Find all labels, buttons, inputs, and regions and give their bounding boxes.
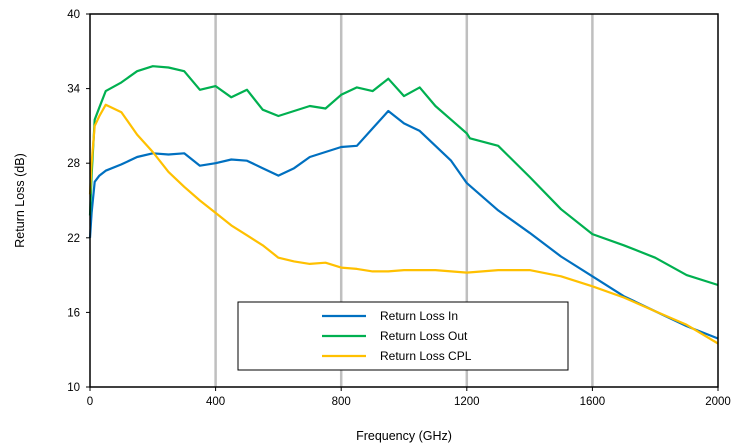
x-tick-label: 1600 (580, 396, 606, 408)
x-tick-label: 0 (87, 396, 93, 408)
series-lines (88, 65, 719, 345)
legend-label: Return Loss In (380, 309, 458, 323)
series-line-2 (88, 65, 719, 287)
y-tick-label: 16 (67, 307, 80, 319)
y-axis-ticks: 10 16 22 28 34 40 (67, 9, 90, 394)
y-tick-label: 10 (67, 382, 80, 394)
x-tick-label: 400 (206, 396, 225, 408)
y-tick-label: 28 (67, 158, 80, 170)
legend-label: Return Loss CPL (380, 349, 472, 363)
series-line-1 (88, 109, 719, 340)
plot-area-frame (89, 13, 719, 388)
x-tick-label: 800 (332, 396, 351, 408)
y-tick-label: 22 (67, 233, 80, 245)
y-tick-label: 34 (67, 84, 80, 96)
x-axis-label: Frequency (GHz) (356, 429, 452, 443)
x-tick-label: 1200 (454, 396, 480, 408)
legend: Return Loss In Return Loss Out Return Loss… (237, 301, 569, 371)
series-line-3 (88, 103, 719, 345)
x-axis-ticks: 0 400 800 1200 1600 2000 (87, 387, 731, 408)
y-axis-label: Return Loss (dB) (13, 153, 27, 247)
legend-label: Return Loss Out (380, 329, 468, 343)
x-tick-label: 2000 (705, 396, 731, 408)
y-tick-label: 40 (67, 9, 80, 21)
legend-box (237, 301, 569, 371)
